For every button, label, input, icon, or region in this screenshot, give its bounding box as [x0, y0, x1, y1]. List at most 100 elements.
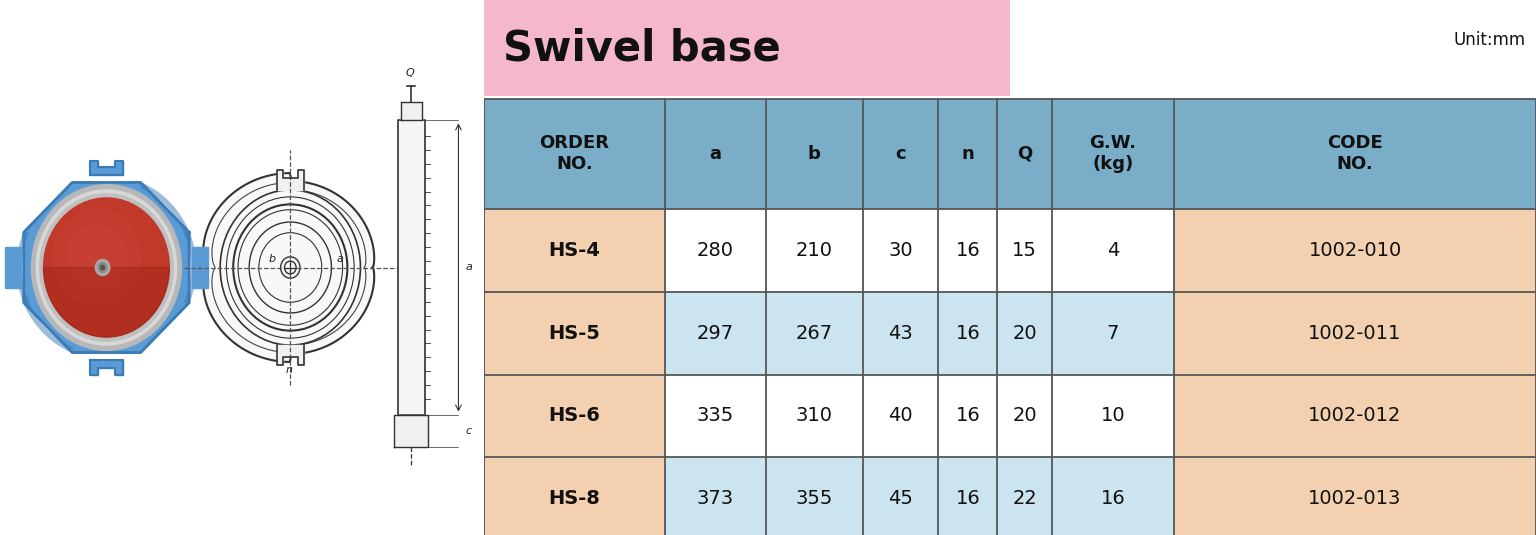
FancyBboxPatch shape: [766, 292, 863, 374]
Text: Q: Q: [1017, 145, 1032, 163]
Text: HS-8: HS-8: [548, 490, 601, 508]
Text: HS-6: HS-6: [548, 407, 601, 425]
FancyBboxPatch shape: [1052, 457, 1174, 535]
Polygon shape: [276, 170, 304, 190]
FancyBboxPatch shape: [863, 457, 938, 535]
Text: 1002-011: 1002-011: [1309, 324, 1402, 342]
Text: CODE
NO.: CODE NO.: [1327, 134, 1382, 173]
FancyBboxPatch shape: [766, 374, 863, 457]
Circle shape: [54, 209, 140, 305]
FancyBboxPatch shape: [997, 457, 1052, 535]
Polygon shape: [23, 182, 189, 353]
Text: 280: 280: [697, 241, 734, 259]
Text: G.W.
(kg): G.W. (kg): [1089, 134, 1137, 173]
Text: 16: 16: [1101, 490, 1126, 508]
FancyBboxPatch shape: [997, 292, 1052, 374]
FancyBboxPatch shape: [997, 374, 1052, 457]
Polygon shape: [192, 247, 207, 288]
Text: n: n: [962, 145, 974, 163]
FancyBboxPatch shape: [863, 292, 938, 374]
Text: 297: 297: [697, 324, 734, 342]
Text: 30: 30: [888, 241, 912, 259]
Circle shape: [101, 265, 104, 270]
FancyBboxPatch shape: [665, 209, 766, 292]
FancyBboxPatch shape: [1174, 374, 1536, 457]
FancyBboxPatch shape: [484, 457, 665, 535]
Circle shape: [98, 263, 108, 272]
Text: 20: 20: [1012, 407, 1037, 425]
Text: 16: 16: [955, 407, 980, 425]
Circle shape: [68, 225, 126, 289]
Text: 40: 40: [888, 407, 912, 425]
Text: ORDER
NO.: ORDER NO.: [539, 134, 610, 173]
Text: 355: 355: [796, 490, 833, 508]
Text: 335: 335: [697, 407, 734, 425]
FancyBboxPatch shape: [484, 374, 665, 457]
FancyBboxPatch shape: [484, 292, 665, 374]
Text: 45: 45: [888, 490, 912, 508]
FancyBboxPatch shape: [665, 457, 766, 535]
Polygon shape: [401, 102, 422, 120]
FancyBboxPatch shape: [863, 374, 938, 457]
Text: 1002-013: 1002-013: [1309, 490, 1402, 508]
Text: 267: 267: [796, 324, 833, 342]
Text: c: c: [895, 145, 906, 163]
Text: b: b: [269, 254, 275, 264]
FancyBboxPatch shape: [938, 209, 997, 292]
Text: HS-5: HS-5: [548, 324, 601, 342]
FancyBboxPatch shape: [484, 0, 1011, 96]
FancyBboxPatch shape: [1052, 374, 1174, 457]
Text: 43: 43: [888, 324, 912, 342]
Text: Unit:mm: Unit:mm: [1453, 31, 1525, 49]
Text: 10: 10: [1101, 407, 1126, 425]
Text: 16: 16: [955, 324, 980, 342]
Text: a: a: [465, 263, 473, 272]
FancyBboxPatch shape: [938, 374, 997, 457]
FancyBboxPatch shape: [766, 209, 863, 292]
Text: 7: 7: [1107, 324, 1120, 342]
FancyBboxPatch shape: [1052, 209, 1174, 292]
Text: 20: 20: [1012, 324, 1037, 342]
Text: 210: 210: [796, 241, 833, 259]
FancyBboxPatch shape: [863, 209, 938, 292]
Circle shape: [95, 259, 111, 276]
Text: 373: 373: [697, 490, 734, 508]
FancyBboxPatch shape: [665, 292, 766, 374]
Text: 16: 16: [955, 241, 980, 259]
Polygon shape: [203, 173, 375, 362]
Text: 1002-012: 1002-012: [1309, 407, 1402, 425]
FancyBboxPatch shape: [938, 292, 997, 374]
Text: HS-4: HS-4: [548, 241, 601, 259]
Circle shape: [43, 198, 169, 337]
Text: 1002-010: 1002-010: [1309, 241, 1402, 259]
Circle shape: [40, 194, 174, 341]
Polygon shape: [89, 360, 123, 374]
Polygon shape: [395, 415, 429, 447]
FancyBboxPatch shape: [484, 99, 1536, 209]
FancyBboxPatch shape: [1174, 457, 1536, 535]
Text: 310: 310: [796, 407, 833, 425]
Polygon shape: [5, 247, 22, 288]
FancyBboxPatch shape: [1052, 292, 1174, 374]
FancyBboxPatch shape: [484, 209, 665, 292]
Text: b: b: [808, 145, 820, 163]
Text: c: c: [465, 426, 472, 435]
Text: a: a: [336, 254, 343, 264]
FancyBboxPatch shape: [997, 209, 1052, 292]
FancyBboxPatch shape: [1174, 209, 1536, 292]
Text: 4: 4: [1107, 241, 1120, 259]
Text: Q: Q: [406, 67, 415, 78]
Polygon shape: [89, 160, 123, 175]
Text: 16: 16: [955, 490, 980, 508]
Wedge shape: [43, 268, 169, 337]
Circle shape: [31, 185, 181, 350]
FancyBboxPatch shape: [766, 457, 863, 535]
Polygon shape: [276, 345, 304, 365]
Text: n: n: [286, 365, 292, 375]
Text: a: a: [710, 145, 722, 163]
Text: 22: 22: [1012, 490, 1037, 508]
FancyBboxPatch shape: [665, 374, 766, 457]
Text: 15: 15: [1012, 241, 1037, 259]
FancyBboxPatch shape: [1174, 292, 1536, 374]
Text: Swivel base: Swivel base: [502, 27, 780, 69]
